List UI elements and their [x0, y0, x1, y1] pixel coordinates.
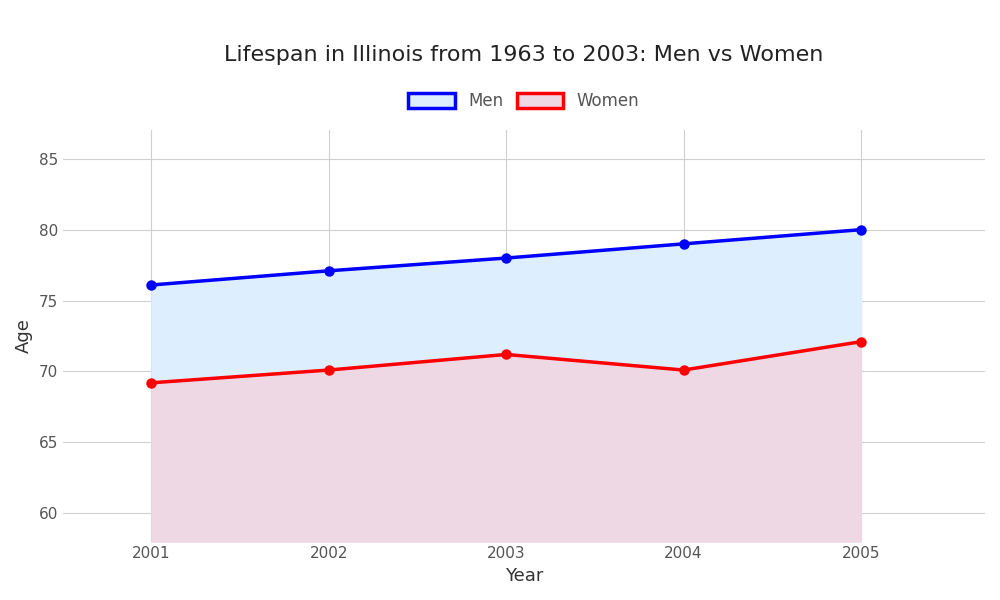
X-axis label: Year: Year [505, 567, 543, 585]
Y-axis label: Age: Age [15, 319, 33, 353]
Legend: Men, Women: Men, Women [402, 85, 646, 116]
Title: Lifespan in Illinois from 1963 to 2003: Men vs Women: Lifespan in Illinois from 1963 to 2003: … [224, 45, 824, 65]
